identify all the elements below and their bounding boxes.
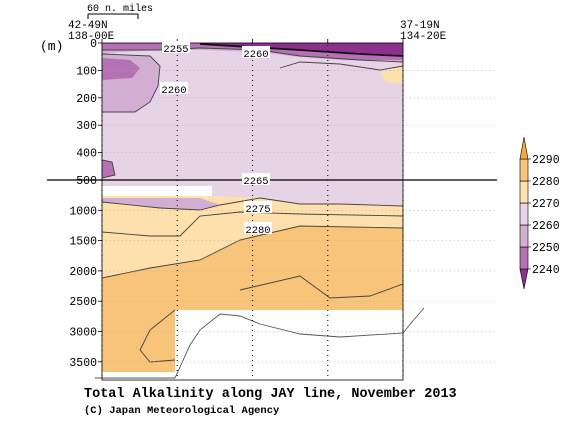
- colorbar-tick-label: 2260: [532, 220, 560, 233]
- y-tick-label: 0: [90, 38, 97, 51]
- station-left-lon: 138-00E: [68, 31, 115, 43]
- contour-label: 2280: [245, 225, 270, 237]
- depth-unit-label: (m): [40, 39, 63, 54]
- colorbar-segment: [519, 180, 529, 204]
- colorbar: 2240 2250 2260 2270 2280 2290: [519, 136, 560, 290]
- contour-label-bg: [244, 222, 272, 234]
- contour-label-bg: [242, 173, 270, 185]
- station-lines: [101, 39, 404, 378]
- colorbar-segment: [519, 224, 529, 248]
- contour-label: 2265: [243, 176, 268, 188]
- y-tick-label: 300: [76, 120, 97, 133]
- colorbar-tick-label: 2290: [532, 154, 560, 167]
- seafloor-line: [95, 307, 425, 379]
- contour-label-bg: [162, 41, 190, 53]
- colorbar-segment: [519, 158, 529, 182]
- colorbar-arrow-high: [519, 136, 529, 160]
- colorbar-tick-label: 2240: [532, 264, 560, 277]
- contour-label-bg: [160, 82, 188, 94]
- colorbar-tick-label: 2270: [532, 198, 560, 211]
- station-left-lat: 42-49N: [68, 20, 108, 32]
- y-axis: 0 100 200 300 400 500 1000 1500 2000 2500 3000 3500: [69, 38, 102, 370]
- contour-label: 2260: [161, 85, 186, 97]
- y-tick-label: 3000: [69, 327, 97, 340]
- y-tick-label: 1500: [69, 236, 97, 249]
- contour-label: 2255: [163, 44, 188, 56]
- y-tick-label: 100: [76, 65, 97, 78]
- colorbar-tick-label: 2280: [532, 176, 560, 189]
- contour-label-bg: [242, 46, 270, 58]
- contour-label: 2260: [243, 49, 268, 61]
- upper-panel-fill: [102, 43, 403, 180]
- y-tick-label: 2500: [69, 296, 97, 309]
- contour-label: 2275: [245, 204, 270, 216]
- y-tick-label: 2000: [69, 266, 97, 279]
- contour-label-bg: [244, 201, 272, 213]
- colorbar-tick-label: 2250: [532, 242, 560, 255]
- scale-label: 60 n. miles: [87, 3, 153, 15]
- contour-labels: 2255 2260 2260 2265 2275 2280: [160, 41, 272, 237]
- station-right-lat: 37-19N: [400, 20, 440, 32]
- station-right-lon: 134-20E: [400, 31, 447, 43]
- y-tick-label: 200: [76, 93, 97, 106]
- y-tick-label: 1000: [69, 205, 97, 218]
- chart-title: Total Alkalinity along JAY line, Novembe…: [84, 387, 457, 402]
- y-tick-label: 3500: [69, 357, 97, 370]
- chart-credit: (C) Japan Meteorological Agency: [84, 405, 280, 417]
- colorbar-arrow-low: [519, 268, 529, 290]
- y-tick-label: 400: [76, 148, 97, 161]
- y-tick-label: 500: [76, 175, 97, 188]
- colorbar-segment: [519, 202, 529, 226]
- colorbar-segment: [519, 246, 529, 270]
